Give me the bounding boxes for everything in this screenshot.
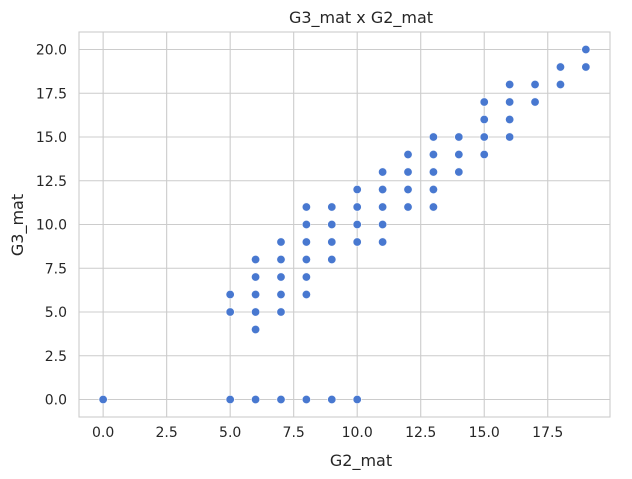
data-point bbox=[378, 185, 388, 195]
data-point bbox=[479, 115, 489, 125]
data-point bbox=[428, 150, 438, 160]
data-point bbox=[505, 97, 515, 107]
data-point bbox=[276, 272, 286, 282]
grid bbox=[78, 31, 611, 418]
data-point bbox=[428, 185, 438, 195]
x-tick-label: 7.5 bbox=[283, 425, 305, 441]
x-tick-label: 12.5 bbox=[405, 425, 436, 441]
y-tick-label: 0.0 bbox=[45, 393, 67, 409]
data-point bbox=[301, 202, 311, 212]
data-point bbox=[251, 255, 261, 265]
data-point bbox=[327, 202, 337, 212]
data-point bbox=[454, 167, 464, 177]
data-point bbox=[505, 132, 515, 142]
x-tick-label: 17.5 bbox=[532, 425, 563, 441]
data-point bbox=[428, 202, 438, 212]
data-point bbox=[555, 62, 565, 72]
data-point bbox=[276, 289, 286, 299]
chart-title: G3_mat x G2_mat bbox=[289, 8, 433, 28]
data-point bbox=[251, 272, 261, 282]
y-axis-title: G3_mat bbox=[8, 194, 28, 256]
data-point bbox=[327, 394, 337, 404]
data-point bbox=[327, 220, 337, 230]
y-tick-label: 10.0 bbox=[36, 218, 67, 234]
x-tick-labels: 0.0 2.5 5.0 7.5 10.0 12.5 15.0 17.5 bbox=[92, 425, 563, 441]
data-point bbox=[581, 44, 591, 54]
data-point bbox=[555, 80, 565, 90]
y-tick-label: 2.5 bbox=[45, 349, 67, 365]
y-tick-label: 7.5 bbox=[45, 261, 67, 277]
data-point bbox=[454, 150, 464, 160]
y-tick-labels: 0.0 2.5 5.0 7.5 10.0 12.5 15.0 17.5 20.0 bbox=[36, 43, 67, 409]
data-point bbox=[454, 132, 464, 142]
plot-frame bbox=[78, 31, 611, 418]
data-point bbox=[251, 394, 261, 404]
data-point bbox=[301, 394, 311, 404]
data-point bbox=[276, 255, 286, 265]
data-point bbox=[428, 132, 438, 142]
data-point bbox=[479, 97, 489, 107]
data-point bbox=[301, 289, 311, 299]
data-point bbox=[403, 167, 413, 177]
data-point bbox=[301, 255, 311, 265]
data-point bbox=[352, 394, 362, 404]
data-point bbox=[403, 185, 413, 195]
data-point bbox=[479, 132, 489, 142]
data-point bbox=[352, 220, 362, 230]
data-point bbox=[251, 324, 261, 334]
y-tick-label: 15.0 bbox=[36, 130, 67, 146]
x-tick-label: 5.0 bbox=[219, 425, 241, 441]
data-point bbox=[352, 237, 362, 247]
data-point bbox=[428, 167, 438, 177]
data-point bbox=[479, 150, 489, 160]
data-point bbox=[403, 202, 413, 212]
data-point bbox=[530, 80, 540, 90]
x-tick-label: 2.5 bbox=[156, 425, 178, 441]
data-point bbox=[403, 150, 413, 160]
data-point bbox=[581, 62, 591, 72]
x-tick-label: 15.0 bbox=[469, 425, 500, 441]
data-point bbox=[505, 115, 515, 125]
data-point bbox=[301, 237, 311, 247]
data-points bbox=[98, 44, 591, 404]
x-tick-label: 0.0 bbox=[92, 425, 114, 441]
y-tick-label: 17.5 bbox=[36, 86, 67, 102]
data-point bbox=[327, 255, 337, 265]
y-tick-label: 20.0 bbox=[36, 43, 67, 59]
y-tick-label: 5.0 bbox=[45, 305, 67, 321]
data-point bbox=[378, 202, 388, 212]
data-point bbox=[251, 289, 261, 299]
data-point bbox=[378, 237, 388, 247]
data-point bbox=[251, 307, 261, 317]
data-point bbox=[225, 307, 235, 317]
y-tick-label: 12.5 bbox=[36, 174, 67, 190]
data-point bbox=[98, 394, 108, 404]
data-point bbox=[378, 167, 388, 177]
x-axis-title: G2_mat bbox=[330, 451, 392, 471]
x-tick-label: 10.0 bbox=[342, 425, 373, 441]
data-point bbox=[378, 220, 388, 230]
data-point bbox=[530, 97, 540, 107]
data-point bbox=[276, 394, 286, 404]
data-point bbox=[276, 237, 286, 247]
data-point bbox=[225, 394, 235, 404]
data-point bbox=[276, 307, 286, 317]
data-point bbox=[505, 80, 515, 90]
data-point bbox=[301, 220, 311, 230]
data-point bbox=[352, 185, 362, 195]
data-point bbox=[225, 289, 235, 299]
data-point bbox=[301, 272, 311, 282]
data-point bbox=[352, 202, 362, 212]
data-point bbox=[327, 237, 337, 247]
